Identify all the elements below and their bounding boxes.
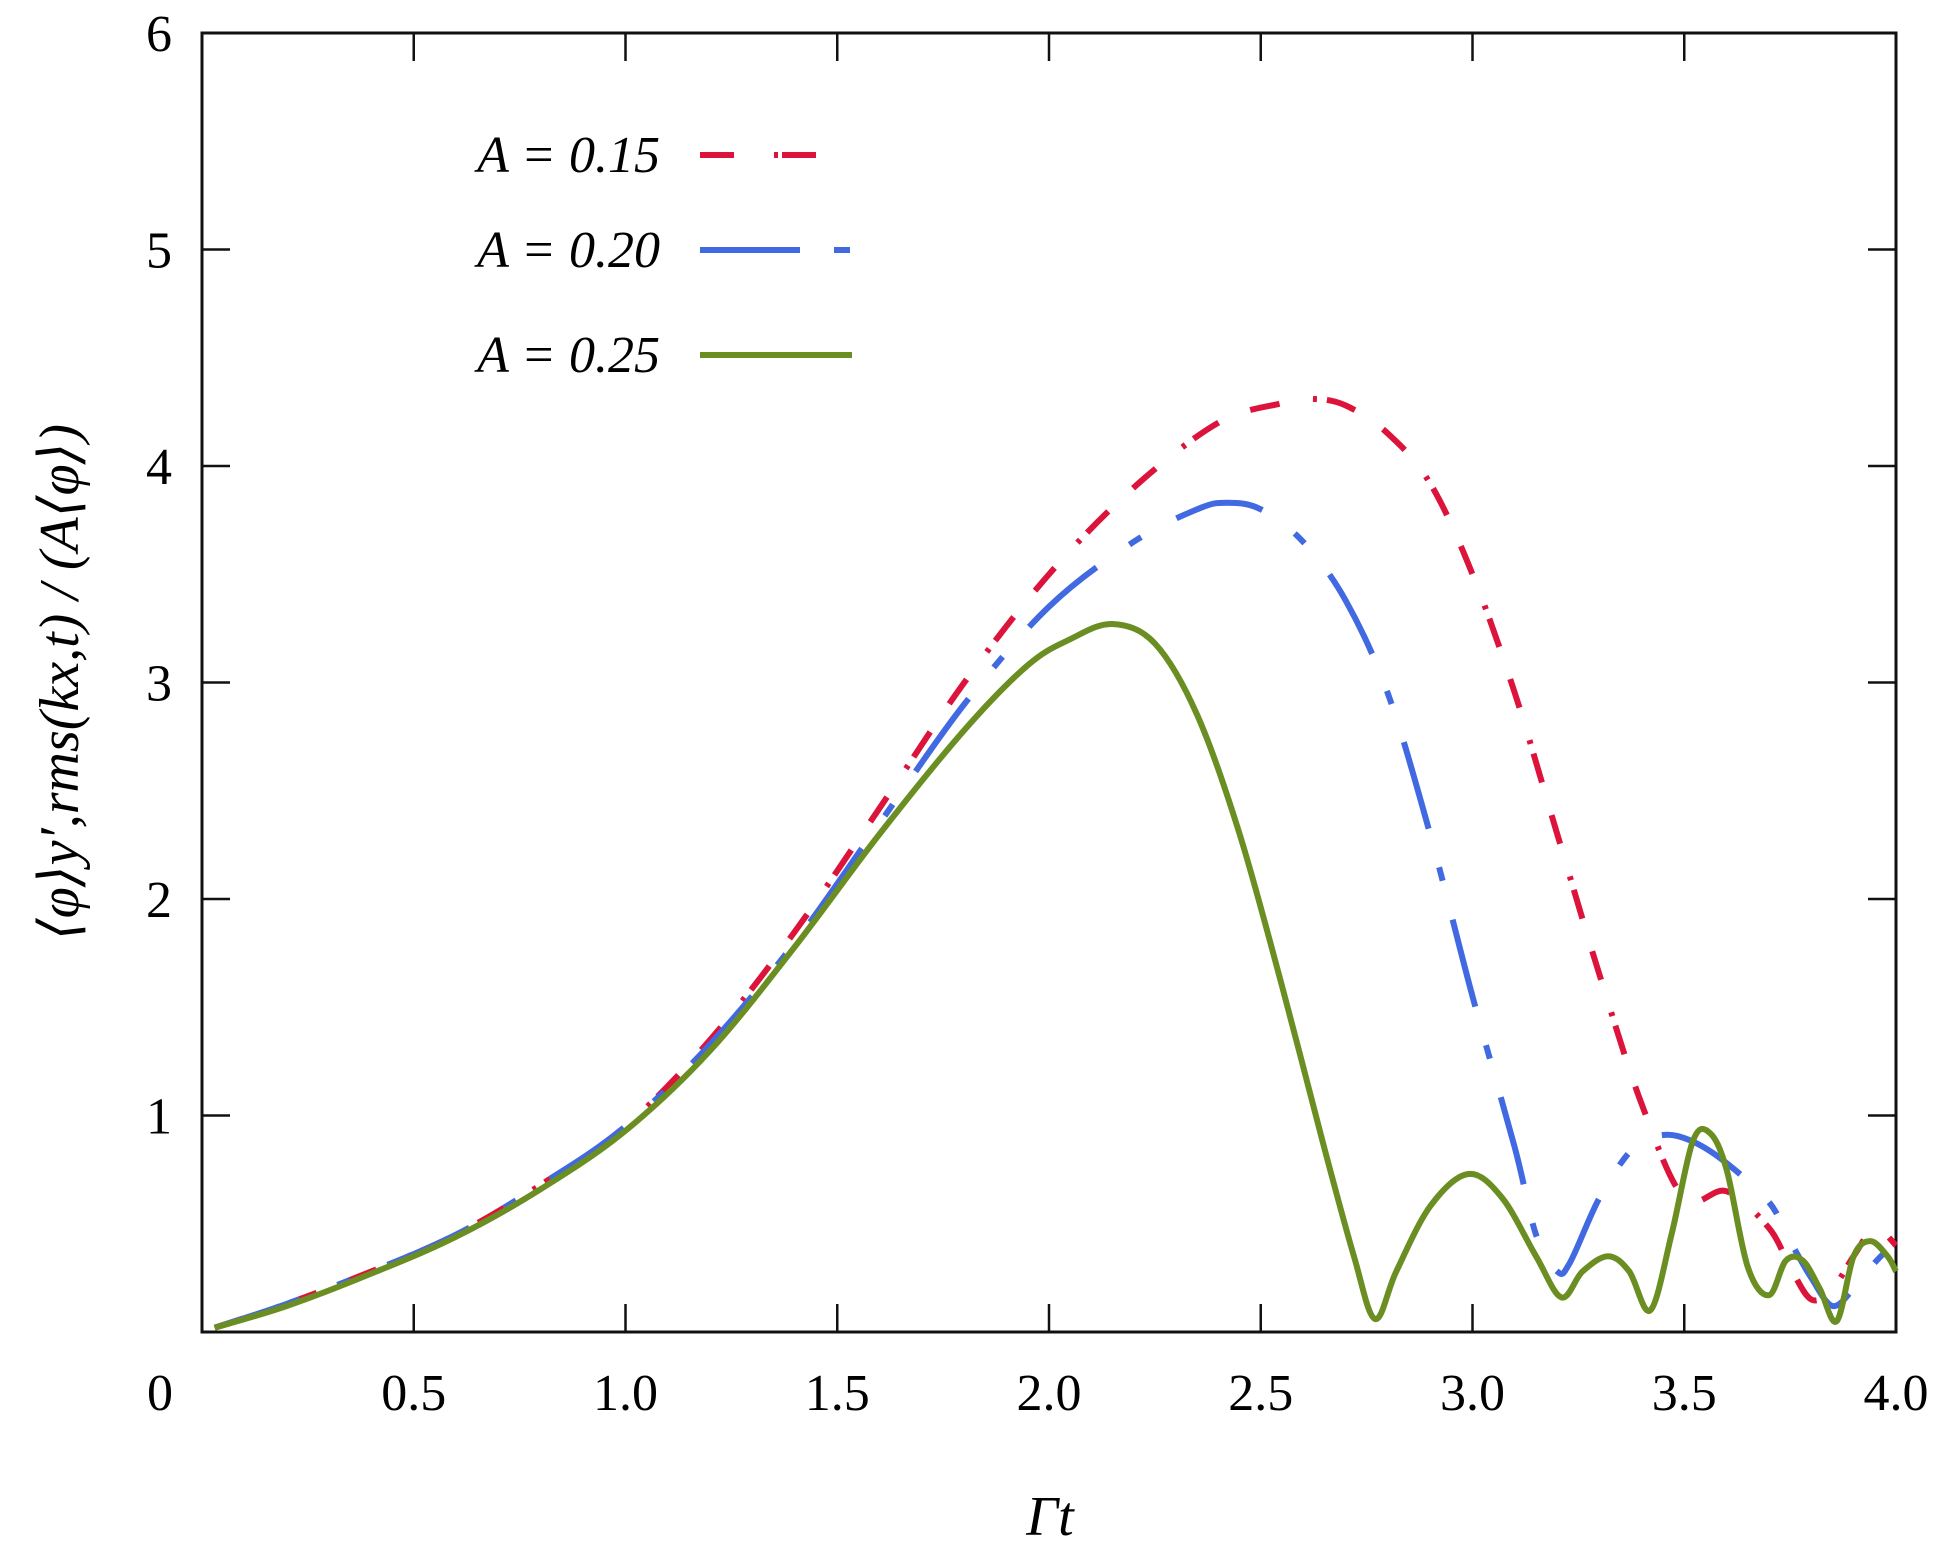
x-tick-label: 1.0	[593, 1365, 658, 1422]
legend: A = 0.15 A = 0.20 A = 0.25	[474, 127, 852, 384]
legend-label: A = 0.15	[474, 127, 660, 184]
x-axis-label: Γt	[1025, 1486, 1075, 1548]
plot-border	[200, 31, 1898, 1334]
y-tick-label: 2	[146, 872, 172, 929]
y-tick-label: 5	[146, 223, 172, 280]
y-tick-label: 6	[146, 6, 172, 63]
y-tick-label: 3	[146, 656, 172, 713]
x-tick-label: 3.0	[1440, 1365, 1505, 1422]
legend-label: A = 0.25	[474, 327, 660, 384]
legend-label: A = 0.20	[474, 222, 660, 279]
x-tick-label: 2.0	[1017, 1365, 1082, 1422]
x-axis-ticks: 0 0.5 1.0 1.5 2.0 2.5 3.0 3.5 4.0	[147, 33, 1929, 1422]
x-tick-label: 0.5	[381, 1365, 446, 1422]
series-line-015	[213, 395, 1899, 1331]
x-tick-label: 2.5	[1228, 1365, 1293, 1422]
series-line-025	[213, 620, 1899, 1331]
series-line-020	[213, 499, 1899, 1331]
x-tick-label: 0	[147, 1365, 173, 1422]
y-axis-label: ⟨φ⟩y′,rms(kx,t) / (A⟨φ⟩)	[29, 424, 91, 940]
y-tick-label: 4	[146, 439, 172, 496]
x-tick-label: 1.5	[805, 1365, 870, 1422]
x-tick-label: 3.5	[1652, 1365, 1717, 1422]
x-tick-label: 4.0	[1864, 1365, 1929, 1422]
series-layer	[213, 395, 1899, 1331]
y-tick-label: 1	[146, 1089, 172, 1146]
y-axis-ticks: 1 2 3 4 5 6	[146, 6, 1896, 1146]
plot-frame	[200, 31, 1898, 1334]
